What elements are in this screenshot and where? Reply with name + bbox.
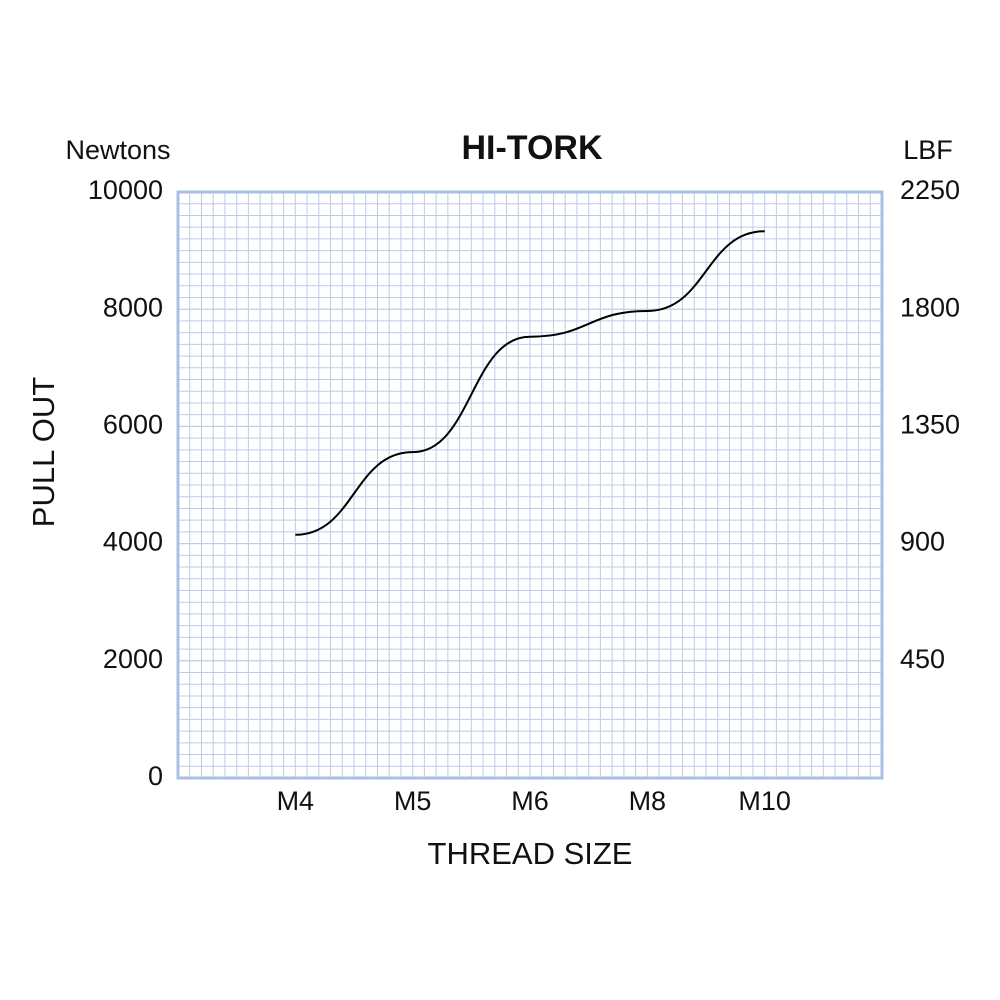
x-tick-label: M5 [394, 786, 432, 816]
chart-title: HI-TORK [461, 129, 602, 167]
y2-tick-label: 900 [900, 527, 945, 557]
y-tick-label: 10000 [88, 175, 163, 205]
plot-border [176, 190, 884, 780]
y2-tick-label: 1800 [900, 292, 960, 322]
y-tick-label: 4000 [103, 527, 163, 557]
x-tick-label: M6 [511, 786, 549, 816]
y-axis-title: PULL OUT [26, 377, 61, 528]
y-tick-label: 8000 [103, 292, 163, 322]
y-tick-label: 0 [148, 761, 163, 791]
y2-tick-label: 1350 [900, 410, 960, 440]
y2-tick-label: 450 [900, 644, 945, 674]
y-tick-label: 6000 [103, 410, 163, 440]
x-axis-title: THREAD SIZE [428, 836, 633, 871]
y2-tick-label: 2250 [900, 175, 960, 205]
y2-unit: LBF [903, 135, 953, 165]
y-unit: Newtons [65, 135, 170, 165]
minor-grid [178, 192, 882, 778]
x-tick-label: M10 [738, 786, 791, 816]
data-line [295, 230, 765, 536]
x-tick-label: M4 [277, 786, 315, 816]
x-tick-label: M8 [629, 786, 667, 816]
y-tick-label: 2000 [103, 644, 163, 674]
